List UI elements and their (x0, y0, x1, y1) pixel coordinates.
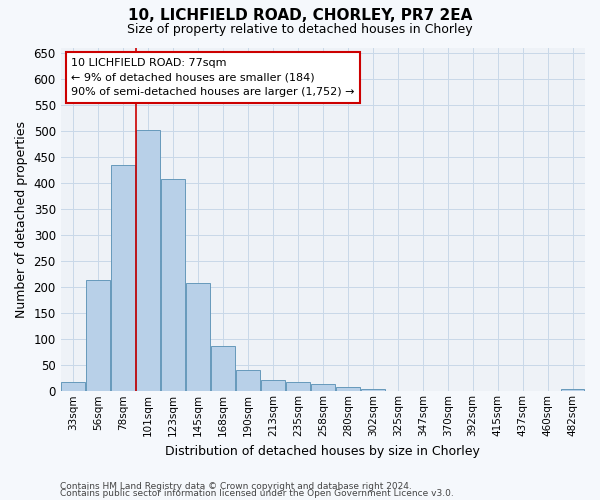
Bar (286, 382, 310, 392)
Bar (211, 346, 235, 392)
Text: 10 LICHFIELD ROAD: 77sqm
← 9% of detached houses are smaller (184)
90% of semi-d: 10 LICHFIELD ROAD: 77sqm ← 9% of detache… (71, 58, 355, 98)
Bar (61, 382, 85, 392)
Bar (361, 388, 385, 392)
Text: Contains public sector information licensed under the Open Government Licence v3: Contains public sector information licen… (60, 489, 454, 498)
Bar (136, 130, 160, 392)
Text: Size of property relative to detached houses in Chorley: Size of property relative to detached ho… (127, 22, 473, 36)
Text: Contains HM Land Registry data © Crown copyright and database right 2024.: Contains HM Land Registry data © Crown c… (60, 482, 412, 491)
Bar (336, 387, 359, 392)
Text: 10, LICHFIELD ROAD, CHORLEY, PR7 2EA: 10, LICHFIELD ROAD, CHORLEY, PR7 2EA (128, 8, 472, 22)
Bar (560, 388, 584, 392)
Y-axis label: Number of detached properties: Number of detached properties (15, 121, 28, 318)
Bar (186, 284, 210, 392)
Bar (86, 280, 110, 392)
Bar (236, 370, 260, 392)
X-axis label: Distribution of detached houses by size in Chorley: Distribution of detached houses by size … (166, 444, 480, 458)
Bar (111, 164, 135, 392)
Bar (261, 380, 285, 392)
Bar (311, 384, 335, 392)
Bar (161, 179, 185, 392)
